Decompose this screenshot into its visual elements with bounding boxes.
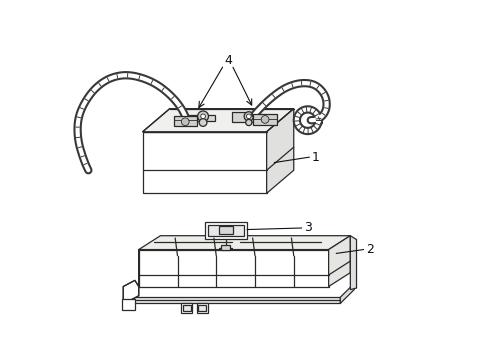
Circle shape bbox=[201, 114, 205, 119]
Polygon shape bbox=[173, 116, 197, 126]
Circle shape bbox=[244, 112, 253, 121]
Polygon shape bbox=[181, 303, 192, 313]
Circle shape bbox=[261, 116, 269, 123]
Polygon shape bbox=[219, 226, 233, 234]
Polygon shape bbox=[183, 305, 191, 311]
Polygon shape bbox=[122, 299, 135, 310]
Polygon shape bbox=[240, 115, 259, 121]
Polygon shape bbox=[329, 236, 350, 287]
Polygon shape bbox=[123, 249, 139, 302]
Polygon shape bbox=[253, 114, 277, 125]
Polygon shape bbox=[143, 109, 294, 132]
Polygon shape bbox=[198, 305, 206, 311]
Polygon shape bbox=[221, 245, 230, 250]
Polygon shape bbox=[350, 236, 357, 289]
Polygon shape bbox=[340, 283, 354, 303]
Text: 4: 4 bbox=[224, 54, 232, 67]
Text: 2: 2 bbox=[366, 243, 374, 256]
Polygon shape bbox=[139, 236, 350, 249]
Circle shape bbox=[181, 118, 189, 126]
Polygon shape bbox=[208, 225, 244, 236]
Text: 3: 3 bbox=[304, 221, 312, 234]
Polygon shape bbox=[267, 109, 294, 193]
Polygon shape bbox=[205, 222, 247, 239]
Circle shape bbox=[245, 120, 252, 126]
Polygon shape bbox=[139, 249, 329, 287]
Circle shape bbox=[197, 111, 209, 122]
Circle shape bbox=[246, 114, 251, 119]
Circle shape bbox=[199, 119, 207, 126]
Polygon shape bbox=[197, 303, 208, 313]
Polygon shape bbox=[232, 112, 253, 122]
Polygon shape bbox=[143, 132, 267, 193]
Polygon shape bbox=[127, 297, 340, 303]
Polygon shape bbox=[188, 115, 215, 121]
Text: 1: 1 bbox=[312, 150, 319, 164]
